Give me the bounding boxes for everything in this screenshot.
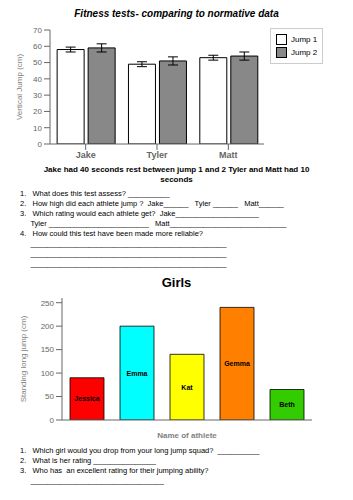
html-text:Girls: Girls [161, 275, 192, 290]
html-text:4. How could this test have be: 4. How could this test have been made mo… [20, 229, 203, 238]
html-text:Tyler ________________________: Tyler ________________________ Matt_____… [20, 219, 287, 228]
svg-text:50: 50 [33, 58, 42, 67]
svg-text:Jake: Jake [76, 150, 96, 160]
svg-text:Kat: Kat [181, 384, 193, 391]
html-text:2. What is her rating ________: 2. What is her rating _______________ [20, 456, 156, 465]
svg-text:Name of athlete: Name of athlete [157, 431, 217, 440]
svg-text:20: 20 [33, 107, 42, 116]
svg-text:60: 60 [33, 42, 42, 51]
html-text:Fitness tests- comparing to no: Fitness tests- comparing to normative da… [74, 8, 279, 19]
html-text:Jump 2: Jump 2 [291, 48, 318, 57]
html-text:2. How high did each athlete j: 2. How high did each athlete jump ? Jake… [20, 199, 284, 208]
html-text:1. Which girl would you drop f: 1. Which girl would you drop from your l… [20, 446, 260, 455]
svg-text:50: 50 [45, 392, 54, 401]
html-text:3. Which rating would each ath: 3. Which rating would each athlete get? … [20, 209, 259, 218]
svg-text:10: 10 [33, 124, 42, 133]
html-text:1. What does this test assess?: 1. What does this test assess? _________… [20, 189, 170, 198]
svg-text:250: 250 [41, 299, 55, 308]
svg-text:Vertical Jump (cm): Vertical Jump (cm) [15, 54, 24, 121]
svg-text:Tyler: Tyler [147, 150, 168, 160]
svg-text:0: 0 [50, 416, 55, 425]
svg-text:30: 30 [33, 91, 42, 100]
svg-text:Emma: Emma [126, 370, 147, 377]
svg-text:0: 0 [38, 140, 43, 149]
svg-text:Beth: Beth [279, 401, 295, 408]
svg-text:Gemma: Gemma [224, 360, 250, 367]
svg-text:150: 150 [41, 345, 55, 354]
html-text:Jump 1: Jump 1 [291, 35, 318, 44]
svg-text:40: 40 [33, 75, 42, 84]
html-text:3. Who has an excellent rating: 3. Who has an excellent rating for their… [20, 466, 209, 475]
svg-text:Standing long jump (cm): Standing long jump (cm) [19, 315, 28, 402]
svg-text:100: 100 [41, 369, 55, 378]
svg-text:200: 200 [41, 322, 55, 331]
html-text:Jake had 40 seconds rest betwe: Jake had 40 seconds rest between jump 1 … [43, 165, 310, 184]
svg-text:Matt: Matt [219, 150, 238, 160]
svg-text:70: 70 [33, 26, 42, 35]
svg-text:Jessica: Jessica [74, 395, 99, 402]
